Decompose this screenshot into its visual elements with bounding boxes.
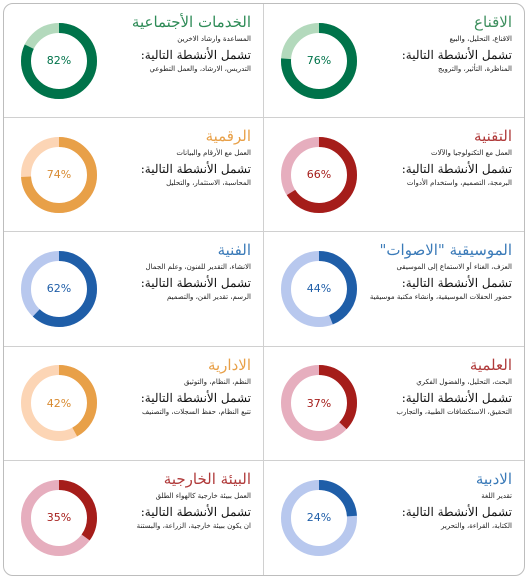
card-title: البيئة الخارجية	[163, 469, 251, 488]
interest-card: 76% الاقناع الاقناع، التحليل، والبيع تشمل ا…	[264, 4, 524, 119]
card-title: الادبية	[475, 469, 512, 488]
card-text: الفنية الانشاء، التقدير للفنون، وعلم الجم…	[101, 240, 251, 302]
card-title: الاقناع	[474, 13, 512, 31]
activities-list: تتبع النظام، حفظ السجلات، والتصنيف	[142, 407, 251, 416]
donut-value-arc	[21, 250, 97, 327]
card-description: العمل مع التكنولوجيا والآلات	[431, 149, 512, 158]
card-text: الرقمية العمل مع الأرقام والبيانات تشمل ال…	[101, 126, 251, 188]
card-text: العلمية البحث، التحليل، والفضول الفكري تشم…	[362, 355, 512, 417]
card-title: الموسيقية "الاصوات"	[379, 241, 512, 260]
card-text: الادبية تقدير اللغة تشمل الأنشطة التالية: ا…	[362, 469, 512, 531]
activities-heading: تشمل الأنشطة التالية:	[140, 390, 251, 405]
card-description: تقدير اللغة	[481, 491, 512, 500]
donut-chart: 74%	[18, 134, 100, 216]
card-description: المساعدة وارشاد الاخرين	[177, 35, 251, 43]
card-title: التقنية	[474, 127, 512, 146]
interest-card: 35% البيئة الخارجية العمل ببيئة خارجية كال…	[4, 460, 264, 575]
card-title: الرقمية	[205, 127, 251, 146]
activities-list: التحقيق، الاستكشافات الطبية، والتجارب	[396, 407, 512, 416]
donut-value-arc	[281, 479, 357, 556]
interest-card: 44% الموسيقية "الاصوات" العزف، الغناء أو ا…	[264, 232, 524, 347]
card-title: الفنية	[217, 241, 251, 260]
activities-list: الكتابة، القراءة، والتحرير	[440, 521, 512, 530]
card-title: الخدمات الأجتماعية	[131, 13, 251, 31]
activities-heading: تشمل الأنشطة التالية:	[401, 48, 512, 62]
activities-heading: تشمل الأنشطة التالية:	[401, 390, 512, 405]
donut-chart: 37%	[278, 362, 360, 444]
donut-value-arc	[281, 22, 357, 99]
activities-heading: تشمل الأنشطة التالية:	[401, 276, 512, 291]
interest-card: 74% الرقمية العمل مع الأرقام والبيانات تشمل…	[4, 118, 264, 233]
activities-list: الرسم، تقدير الفن، والتصميم	[166, 293, 251, 302]
interest-card: 62% الفنية الانشاء، التقدير للفنون، وعلم ا…	[4, 232, 264, 347]
percent-label: 74%	[46, 168, 72, 182]
card-text: البيئة الخارجية العمل ببيئة خارجية كالهوا…	[101, 469, 251, 531]
activities-heading: تشمل الأنشطة التالية:	[140, 48, 251, 62]
activities-heading: تشمل الأنشطة التالية:	[401, 504, 512, 519]
activities-heading: تشمل الأنشطة التالية:	[140, 276, 251, 291]
percent-label: 82%	[46, 54, 72, 68]
activities-heading: تشمل الأنشطة التالية:	[401, 162, 512, 177]
activities-list: المحاسبة، الاستثمار، والتحليل	[166, 179, 251, 188]
donut-value-arc	[21, 365, 97, 442]
card-text: الادارية النظم، النظام، والتوثيق تشمل الأن…	[101, 355, 251, 417]
donut-value-arc	[21, 136, 97, 213]
percent-label: 24%	[306, 511, 332, 525]
activities-list: المناظرة، التأثير، والترويج	[438, 65, 512, 73]
card-description: العمل ببيئة خارجية كالهواء الطلق	[155, 491, 251, 500]
interest-card: 24% الادبية تقدير اللغة تشمل الأنشطة التالي…	[264, 461, 524, 575]
activities-heading: تشمل الأنشطة التالية:	[140, 162, 251, 177]
interest-card: 37% العلمية البحث، التحليل، والفضول الفكري…	[264, 347, 524, 461]
activities-list: التدريس، الارشاد، والعمل التطوعي	[149, 65, 252, 73]
donut-chart: 42%	[18, 362, 100, 444]
percent-label: 62%	[46, 282, 72, 296]
card-description: العمل مع الأرقام والبيانات	[176, 149, 251, 158]
card-description: البحث، التحليل، والفضول الفكري	[416, 377, 512, 386]
percent-label: 44%	[306, 282, 332, 296]
percent-label: 37%	[306, 396, 332, 410]
activities-list: حضور الحفلات الموسيقية، وانشاء مكتبة موس…	[369, 293, 512, 302]
percent-label: 66%	[306, 168, 332, 182]
card-description: العزف، الغناء أو الاستماع إلى الموسيقى	[396, 263, 512, 272]
donut-chart: 82%	[18, 20, 100, 102]
donut-chart: 44%	[278, 248, 360, 330]
percent-label: 76%	[306, 54, 332, 68]
card-title: الادارية	[207, 355, 251, 374]
donut-value-arc	[281, 365, 357, 442]
card-text: الموسيقية "الاصوات" العزف، الغناء أو الاس…	[362, 240, 512, 302]
card-text: الخدمات الأجتماعية المساعدة وارشاد الاخري…	[101, 12, 251, 74]
card-text: التقنية العمل مع التكنولوجيا والآلات تشمل …	[362, 126, 512, 188]
activities-list: ان يكون ببيئة خارجية، الزراعة، والبستنة	[136, 521, 251, 530]
activities-heading: تشمل الأنشطة التالية:	[140, 504, 251, 519]
card-title: العلمية	[469, 355, 512, 374]
donut-chart: 66%	[278, 134, 360, 216]
donut-value-arc	[281, 250, 357, 327]
interest-cards-grid: 82% الخدمات الأجتماعية المساعدة وارشاد الا…	[3, 3, 525, 576]
card-description: النظم، النظام، والتوثيق	[183, 377, 251, 386]
donut-value-arc	[281, 136, 357, 213]
donut-chart: 76%	[278, 20, 360, 102]
percent-label: 35%	[46, 511, 72, 525]
interest-card: 66% التقنية العمل مع التكنولوجيا والآلات تش…	[264, 118, 524, 233]
donut-chart: 62%	[18, 248, 100, 330]
interest-card: 82% الخدمات الأجتماعية المساعدة وارشاد الا…	[4, 4, 264, 119]
donut-value-arc	[21, 22, 97, 99]
card-text: الاقناع الاقناع، التحليل، والبيع تشمل الأن…	[362, 12, 512, 74]
donut-chart: 24%	[278, 477, 360, 559]
interest-card: 42% الادارية النظم، النظام، والتوثيق تشمل ا…	[4, 346, 264, 461]
donut-chart: 35%	[18, 477, 100, 559]
card-description: الاقناع، التحليل، والبيع	[449, 35, 512, 43]
activities-list: البرمجة، التصميم، واستخدام الأدوات	[406, 179, 512, 188]
percent-label: 42%	[46, 396, 72, 410]
donut-value-arc	[21, 479, 97, 556]
card-description: الانشاء، التقدير للفنون، وعلم الجمال	[145, 263, 251, 272]
